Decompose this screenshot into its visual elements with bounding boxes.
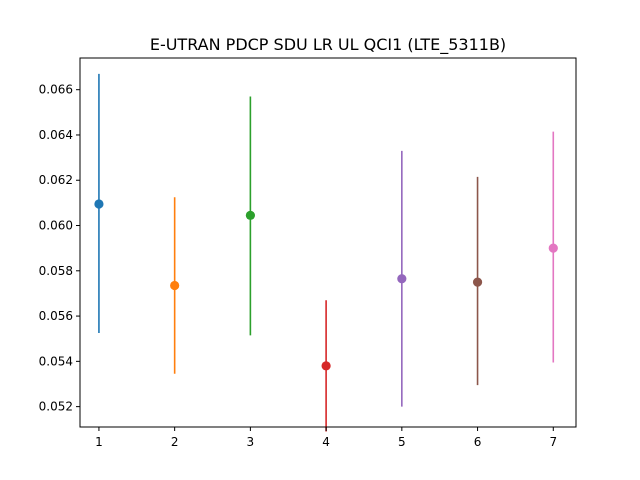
y-tick-label: 0.066: [39, 83, 73, 97]
data-point-2: [170, 280, 180, 291]
x-tick-label: 2: [171, 435, 179, 449]
data-point-6: [472, 277, 483, 287]
x-tick-label: 4: [322, 435, 330, 449]
y-tick-label: 0.064: [39, 128, 73, 142]
data-point-5: [397, 274, 407, 284]
x-tick-label: 7: [549, 435, 557, 449]
y-tick-label: 0.062: [39, 173, 73, 187]
x-tick-label: 5: [398, 435, 406, 449]
y-tick-label: 0.060: [39, 219, 73, 233]
data-point-1: [94, 199, 104, 209]
axes: 1 2 3 4 5 6 7 0.052 0.054 0.056 0.058 0.060 0.062 0.0…: [39, 57, 577, 449]
x-tick-label: 3: [247, 435, 255, 449]
data-marks: [94, 73, 558, 432]
x-tick-label: 6: [474, 435, 482, 449]
y-tick-label: 0.058: [39, 264, 73, 278]
data-point-7: [548, 243, 558, 253]
data-point-3: [245, 210, 255, 220]
data-point-4: [321, 361, 331, 371]
y-tick-label: 0.054: [39, 354, 73, 368]
y-tick-label: 0.056: [39, 309, 73, 323]
y-tick-label: 0.052: [39, 400, 73, 414]
plot-frame: [79, 57, 577, 428]
x-tick-label: 1: [95, 435, 103, 449]
chart-title: E-UTRAN PDCP SDU LR UL QCI1 (LTE_5311B): [150, 35, 506, 55]
